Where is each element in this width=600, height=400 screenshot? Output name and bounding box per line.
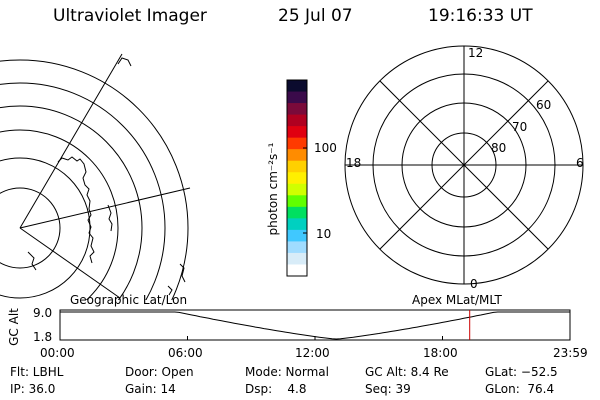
glon-info: GLon: 76.4	[485, 382, 555, 396]
x-tick-2359: 23:59	[553, 346, 588, 360]
x-tick-0000: 00:00	[40, 346, 75, 360]
colorbar-cell	[287, 91, 307, 104]
meridian-line	[19, 187, 191, 229]
lat-circle	[0, 187, 61, 269]
colorbar-cell	[287, 80, 307, 93]
time-label: 19:16:33 UT	[428, 6, 533, 26]
colorbar-frame	[286, 79, 308, 277]
colorbar-cell	[287, 137, 307, 150]
polar-label-0: 0	[470, 277, 478, 291]
polar-label-12: 12	[468, 46, 484, 60]
timeline-y-tick-1: 1.8	[33, 330, 53, 344]
polar-plot	[344, 45, 584, 285]
dsp-info: Dsp: 4.8	[245, 382, 307, 396]
colorbar-cell	[287, 229, 307, 242]
colorbar-cell	[287, 264, 307, 277]
apex-caption: Apex MLat/MLT	[412, 293, 502, 307]
timeline-y-tick-9: 9.0	[33, 306, 53, 320]
coastline	[27, 251, 37, 271]
colorbar-unit-label: photon cm⁻²s⁻¹	[266, 142, 280, 236]
colorbar-cell	[287, 218, 307, 231]
mode-info: Mode: Normal	[245, 365, 329, 379]
polar-diagonal	[379, 80, 549, 250]
glat-info: GLat: −52.5	[485, 365, 558, 379]
ip-info: IP: 36.0	[10, 382, 56, 396]
timeline-plot	[59, 309, 571, 341]
x-tick-0600: 06:00	[168, 346, 203, 360]
geographic-map	[0, 53, 191, 300]
lat-circle	[0, 82, 166, 300]
coastline	[179, 263, 186, 283]
seq-info: Seq: 39	[365, 382, 411, 396]
colorbar-cell	[287, 241, 307, 254]
app-title: Ultraviolet Imager	[53, 6, 207, 26]
gain-info: Gain: 14	[125, 382, 176, 396]
colorbar-cell	[287, 172, 307, 185]
filter-info: Flt: LBHL	[10, 365, 64, 379]
colorbar-cell	[287, 206, 307, 219]
colorbar-cell	[287, 149, 307, 162]
coastline	[117, 57, 132, 67]
colorbar-tick-100: 100	[314, 141, 337, 155]
lat-circle	[0, 129, 119, 300]
polar-label-6: 6	[576, 156, 584, 170]
lat-circle	[0, 157, 91, 299]
colorbar-cell	[287, 114, 307, 127]
polar-label-18: 18	[346, 156, 362, 170]
orbit-altitude-curve	[60, 311, 570, 340]
colorbar-tick-10: 10	[316, 227, 332, 241]
lat-circle	[0, 105, 143, 300]
x-tick-1200: 12:00	[295, 346, 330, 360]
timeline-frame	[59, 309, 571, 341]
door-info: Door: Open	[125, 365, 194, 379]
polar-label-70: 70	[512, 120, 528, 134]
colorbar-cell	[287, 126, 307, 139]
coastline	[57, 156, 95, 264]
geographic-caption: Geographic Lat/Lon	[70, 293, 188, 307]
lat-circle	[0, 59, 189, 300]
timeline-y-label: GC Alt	[7, 308, 21, 346]
date-label: 25 Jul 07	[278, 6, 353, 26]
colorbar-cell	[287, 183, 307, 196]
colorbar	[286, 79, 308, 277]
colorbar-cell	[287, 195, 307, 208]
coastline	[167, 285, 173, 296]
x-tick-1800: 18:00	[423, 346, 458, 360]
colorbar-cell	[287, 160, 307, 173]
polar-label-80: 80	[491, 141, 507, 155]
meridian-line	[19, 53, 123, 229]
meridian-line	[19, 227, 121, 299]
coastline	[107, 204, 113, 232]
colorbar-cell	[287, 103, 307, 116]
colorbar-cell	[287, 252, 307, 265]
gc-alt-info: GC Alt: 8.4 Re	[365, 365, 449, 379]
polar-label-60: 60	[536, 98, 552, 112]
